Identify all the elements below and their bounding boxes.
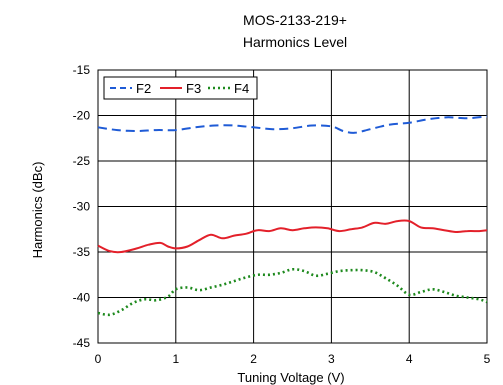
y-tick-label: -45	[73, 336, 91, 350]
x-tick-label: 0	[95, 352, 102, 366]
series-line-f3	[97, 219, 488, 254]
y-axis-label: Harmonics (dBc)	[30, 162, 45, 259]
tick-labels: -15 -20 -25 -30 -35 -40 -45 0 1 2 3 4 5	[73, 63, 491, 366]
series-line-f2	[97, 115, 488, 134]
series-lines	[97, 115, 488, 317]
legend-label-f4: F4	[234, 81, 249, 96]
y-tick-label: -40	[73, 291, 91, 305]
x-tick-label: 1	[172, 352, 179, 366]
legend: F2 F3 F4	[103, 76, 258, 100]
legend-label-f3: F3	[186, 81, 201, 96]
grid-lines	[97, 69, 488, 344]
x-tick-label: 2	[250, 352, 257, 366]
x-tick-label: 3	[328, 352, 335, 366]
legend-label-f2: F2	[136, 81, 151, 96]
y-tick-label: -20	[73, 109, 91, 123]
plot-frame	[97, 69, 488, 344]
x-axis-label: Tuning Voltage (V)	[237, 370, 344, 385]
y-tick-label: -15	[73, 63, 91, 77]
y-tick-label: -35	[73, 245, 91, 259]
x-tick-label: 5	[484, 352, 491, 366]
x-tick-label: 4	[406, 352, 413, 366]
chart-subtitle: Harmonics Level	[243, 34, 347, 50]
y-tick-label: -30	[73, 200, 91, 214]
y-tick-label: -25	[73, 154, 91, 168]
chart-title: MOS-2133-219+	[243, 12, 347, 28]
series-line-f4	[97, 267, 488, 317]
